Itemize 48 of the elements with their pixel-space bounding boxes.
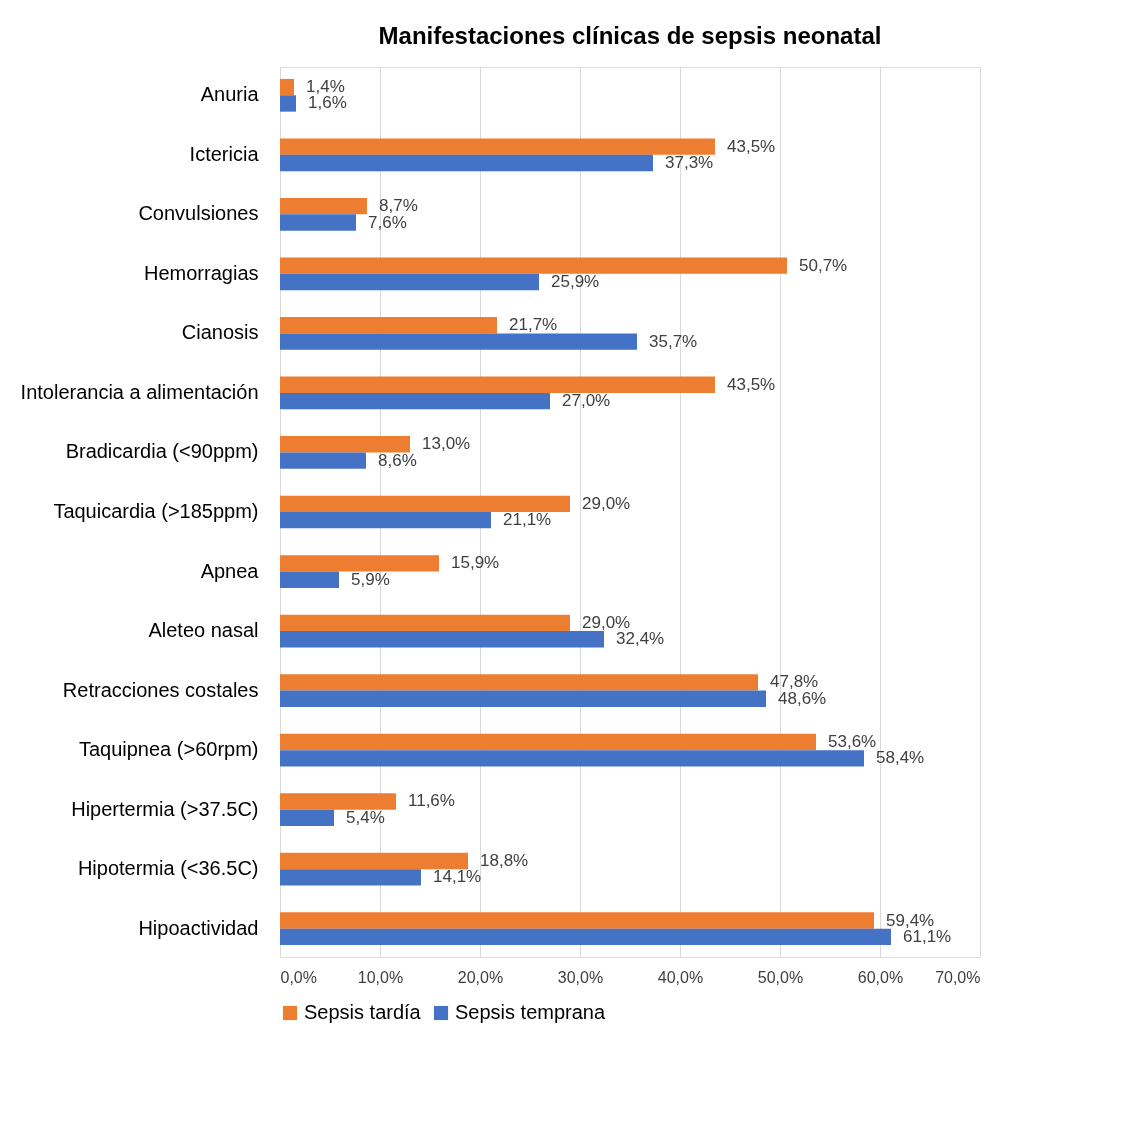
data-label: 21,7% (509, 315, 558, 335)
y-tick-label: Convulsiones (138, 202, 259, 225)
data-label: 35,7% (649, 331, 698, 351)
y-tick-label: Apnea (200, 559, 260, 582)
y-tick-label: Bradicardia (<90ppm) (65, 440, 259, 463)
data-label: 43,5% (727, 374, 776, 394)
data-label: 11,6% (408, 791, 455, 811)
y-tick-label: Ictericia (189, 142, 260, 165)
x-tick-label: 70,0% (935, 968, 981, 986)
y-tick-label: Retracciones costales (62, 678, 259, 701)
x-tick-label: 50,0% (757, 968, 804, 986)
y-tick-label: Cianosis (181, 321, 259, 344)
y-tick-label: Intolerancia a alimentación (20, 380, 259, 403)
x-tick-label: 30,0% (557, 968, 604, 986)
data-label: 43,5% (727, 136, 776, 156)
y-tick-label: Hipertermia (>37.5C) (71, 797, 259, 820)
data-label: 15,9% (451, 553, 500, 573)
data-label: 37,3% (665, 152, 714, 172)
data-label: 32,4% (616, 629, 665, 649)
x-tick-label: 60,0% (857, 968, 904, 986)
data-label: 53,6% (828, 731, 877, 751)
data-label: 27,0% (562, 391, 611, 411)
y-tick-label: Anuria (200, 83, 260, 106)
legend-label: Sepsis temprana (455, 1001, 606, 1023)
y-tick-label: Hemorragias (144, 261, 259, 284)
x-tick-label: 20,0% (457, 968, 504, 986)
data-label: 5,4% (346, 807, 385, 827)
y-tick-label: Taquicardia (>185ppm) (53, 500, 259, 522)
legend-label: Sepsis tardía (304, 1001, 422, 1023)
data-label: 5,9% (351, 569, 390, 589)
y-tick-label: Taquipnea (>60rpm) (78, 738, 259, 761)
chart-title: Manifestaciones clínicas de sepsis neonatal (378, 22, 882, 49)
data-label: 14,1% (433, 867, 482, 887)
data-label: 8,6% (378, 450, 417, 470)
data-label: 13,0% (422, 434, 471, 454)
data-label: 21,1% (503, 510, 552, 530)
y-tick-label: Aleteo nasal (148, 619, 259, 642)
data-label: 58,4% (876, 748, 925, 768)
data-label: 29,0% (582, 612, 631, 632)
x-tick-label: 40,0% (657, 968, 704, 986)
data-label: 18,8% (480, 851, 529, 871)
data-label: 25,9% (551, 272, 600, 292)
data-label: 50,7% (799, 255, 848, 275)
data-label: 29,0% (582, 493, 631, 513)
x-tick-label: 0,0% (280, 968, 317, 986)
y-tick-label: Hipoactividad (138, 916, 259, 939)
y-tick-label: Hipotermia (<36.5C) (77, 857, 259, 880)
x-tick-label: 10,0% (357, 968, 404, 986)
